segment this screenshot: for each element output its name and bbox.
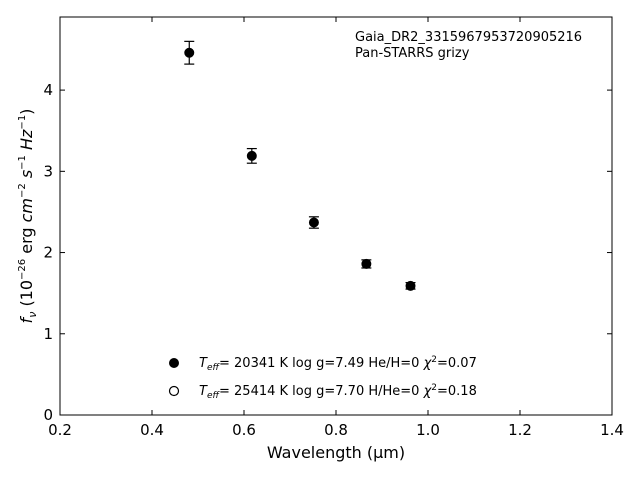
x-axis-ticks: 0.2 0.4 0.6 0.8 1.0 1.2 1.4 (48, 17, 624, 439)
x-tick-label: 0.8 (324, 421, 348, 439)
x-tick-label: 0.4 (140, 421, 164, 439)
legend-marker-filled (169, 358, 179, 368)
legend-label-model-2: Teff= 25414 K log g=7.70 H/He=0 χ2=0.18 (199, 383, 477, 401)
survey-annotation: Pan-STARRS grizy (355, 46, 470, 61)
data-point (246, 150, 257, 161)
data-points (184, 40, 416, 291)
data-point (405, 280, 416, 291)
y-tick-label: 4 (43, 81, 53, 99)
legend: Teff= 20341 K log g=7.49 He/H=0 χ2=0.07 … (168, 355, 477, 401)
data-point (308, 217, 319, 228)
data-point (361, 258, 372, 269)
y-axis-label: fν (10−26 erg cm−2 s−1 Hz−1) (17, 109, 39, 324)
x-tick-label: 1.4 (600, 421, 624, 439)
x-tick-label: 0.2 (48, 421, 72, 439)
x-tick-label: 0.6 (232, 421, 256, 439)
y-tick-label: 1 (43, 325, 53, 343)
y-tick-label: 2 (43, 244, 53, 262)
x-tick-label: 1.2 (508, 421, 532, 439)
x-tick-label: 1.0 (416, 421, 440, 439)
y-tick-label: 0 (43, 406, 53, 424)
data-point (184, 47, 195, 58)
y-axis-ticks: 0 1 2 3 4 (43, 81, 612, 424)
legend-label-model-1: Teff= 20341 K log g=7.49 He/H=0 χ2=0.07 (199, 355, 477, 373)
y-tick-label: 3 (43, 162, 53, 180)
star-id-annotation: Gaia_DR2_3315967953720905216 (355, 30, 582, 45)
legend-marker-open (168, 385, 180, 397)
x-axis-label: Wavelength (μm) (267, 443, 405, 462)
